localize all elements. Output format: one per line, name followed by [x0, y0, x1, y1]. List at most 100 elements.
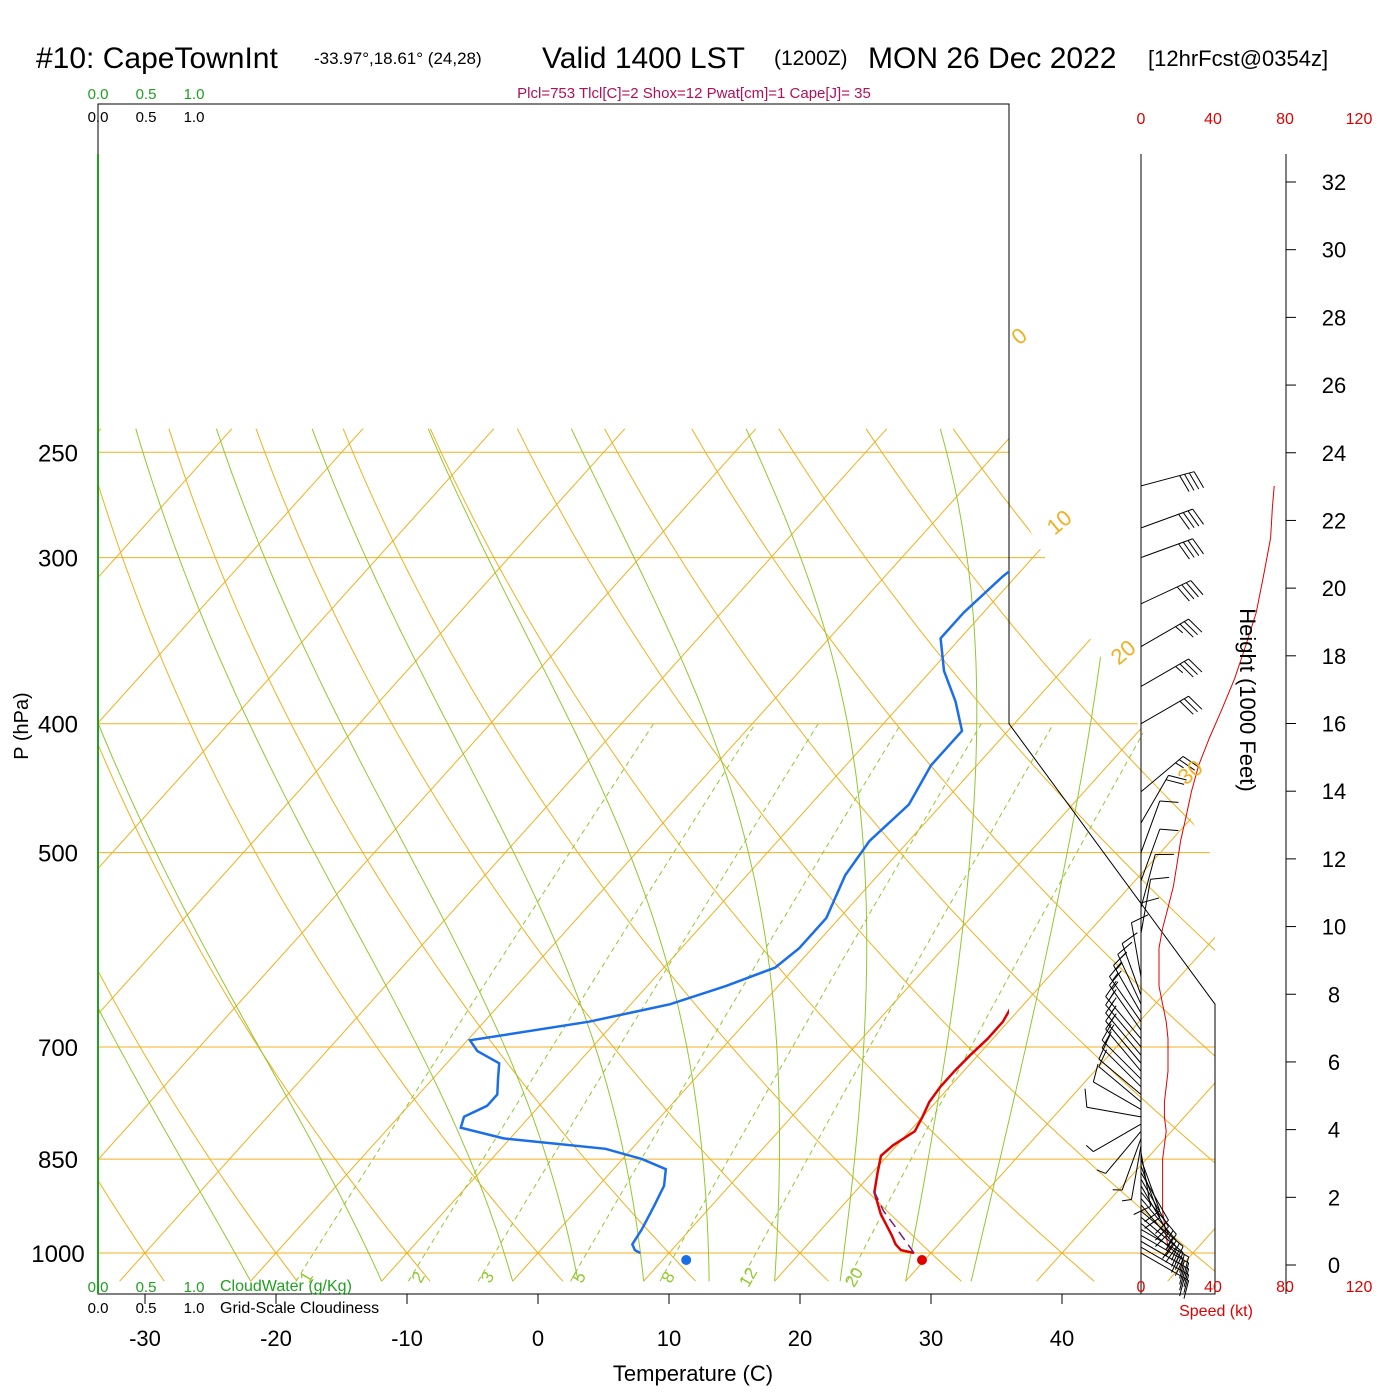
- cloud-water-tick-2: 1.0: [184, 86, 205, 103]
- dry-adiabat-120: [1127, 428, 1215, 1282]
- height-tick-label-28: 28: [1322, 305, 1346, 330]
- wind-barb: [1121, 1145, 1142, 1202]
- cloud-cover-tick-1-bottom: 0.5: [136, 1300, 157, 1317]
- sounding-profiles: [459, 569, 1009, 1265]
- isotherm--70: [98, 428, 364, 1282]
- height-tick-label-22: 22: [1322, 508, 1346, 533]
- wind-barb: [1121, 932, 1142, 996]
- dry-adiabat-40: [429, 428, 1095, 1282]
- dry-adiabat-0: [98, 428, 564, 1282]
- mixing-ratio-label-3: 3: [477, 1268, 498, 1286]
- x-tick-label--30: -30: [129, 1326, 161, 1351]
- isotherm--80: [98, 428, 233, 1282]
- mixing-ratio-12: [740, 723, 1054, 1282]
- moist-adiabat-10: [311, 428, 645, 1282]
- moist-adiabat-15: [427, 428, 710, 1282]
- height-tick-label-0: 0: [1328, 1253, 1340, 1278]
- moist-adiabat-0: [135, 428, 514, 1282]
- wind-barb: [1140, 1234, 1190, 1282]
- isotherm--30: [119, 428, 888, 1282]
- cloud-cover-tick-2: 1.0: [184, 109, 205, 126]
- p-tick-label-300: 300: [38, 546, 78, 573]
- wind-barb: [1117, 941, 1142, 1005]
- isotherm-30: [905, 428, 1215, 1282]
- isotherm-label-right-0: 0: [1006, 323, 1031, 350]
- dry-adiabat-30: [342, 428, 962, 1282]
- mixing-ratio-8: [659, 723, 982, 1282]
- dry-adiabat-80: [778, 428, 1215, 1282]
- dry-adiabat-70: [691, 428, 1215, 1282]
- height-tick-label-30: 30: [1322, 238, 1346, 263]
- speed-tick-bottom-80: 80: [1276, 1279, 1294, 1296]
- isotherm-60: [1299, 429, 1400, 1282]
- isotherm-40: [1036, 428, 1215, 1282]
- dry-adiabat-90: [865, 428, 1215, 1282]
- wind-barb: [1085, 1123, 1142, 1153]
- dry-adiabat-60: [604, 428, 1215, 1282]
- x-tick-label-20: 20: [788, 1326, 812, 1351]
- height-tick-label-26: 26: [1322, 373, 1346, 398]
- speed-tick-bottom-40: 40: [1204, 1279, 1222, 1296]
- dry-adiabat--30: [98, 428, 165, 1282]
- isotherm-20: [774, 428, 1215, 1282]
- p-tick-label-850: 850: [38, 1147, 78, 1174]
- surface-dewpoint-marker: [681, 1255, 692, 1265]
- x-tick-label-30: 30: [919, 1326, 943, 1351]
- wind-barb: [1140, 1165, 1161, 1229]
- speed-tick-top-80: 80: [1276, 111, 1294, 128]
- height-tick-label-24: 24: [1322, 441, 1346, 466]
- indices-line: Plcl=753 Tlcl[C]=2 Shox=12 Pwat[cm]=1 Ca…: [517, 85, 871, 102]
- p-tick-label-500: 500: [38, 841, 78, 868]
- x-tick-label-40: 40: [1050, 1326, 1074, 1351]
- utc-time: (1200Z): [774, 47, 848, 70]
- wind-barb: [1098, 1041, 1142, 1095]
- x-tick-label--10: -10: [391, 1326, 423, 1351]
- speed-tick-bottom-0: 0: [1137, 1279, 1146, 1296]
- moist-adiabat-20: [570, 428, 780, 1282]
- valid-date: MON 26 Dec 2022: [868, 42, 1116, 75]
- cloud-cover-tick-0: 0.0: [88, 109, 109, 126]
- dry-adiabat-20: [255, 428, 829, 1282]
- mixing-ratio-label-2: 2: [408, 1268, 429, 1286]
- dry-adiabat-50: [516, 428, 1215, 1282]
- isotherm-50: [1167, 428, 1215, 1282]
- wind-barb: [1140, 1198, 1177, 1257]
- cloud-water-tick-0: 0.0: [88, 86, 109, 103]
- wind-barb: [1098, 1049, 1142, 1103]
- wind-barb: [1140, 800, 1179, 853]
- mixing-ratio-label-5: 5: [569, 1268, 590, 1286]
- speed-tick-top-120: 120: [1346, 111, 1373, 128]
- dry-adiabat--40: [0, 429, 32, 1281]
- moist-adiabat-35: [970, 428, 1119, 1282]
- height-tick-label-14: 14: [1322, 779, 1346, 804]
- p-tick-label-400: 400: [38, 712, 78, 739]
- moist-adiabat--20: [98, 428, 252, 1282]
- isotherm--60: [98, 428, 495, 1282]
- wind-barb: [1140, 828, 1179, 881]
- station-coords: -33.97°,18.61° (24,28): [314, 49, 482, 68]
- cloud-water-label: CloudWater (g/Kg): [220, 1278, 352, 1295]
- isotherm--50: [98, 428, 626, 1282]
- dry-adiabat--10: [98, 428, 431, 1282]
- wind-barb: [1140, 756, 1199, 793]
- cloud-water-tick-2-bottom: 1.0: [184, 1279, 205, 1296]
- mixing-ratio-5: [570, 723, 902, 1282]
- isotherm-label-right-3: 30: [1173, 755, 1208, 790]
- wind-barb: [1140, 1204, 1177, 1263]
- mixing-ratio-label-12: 12: [735, 1264, 761, 1290]
- dry-adiabat-130: [1214, 428, 1215, 1282]
- mixing-ratio-label-8: 8: [658, 1268, 679, 1286]
- height-tick-label-6: 6: [1328, 1050, 1340, 1075]
- wind-barb: [1140, 538, 1204, 560]
- series-dewpoint: [459, 569, 1009, 1255]
- forecast-info: [12hrFcst@0354z]: [1148, 46, 1328, 71]
- dry-adiabat-10: [168, 428, 697, 1282]
- height-tick-label-2: 2: [1328, 1185, 1340, 1210]
- height-axis-title: Height (1000 Feet): [1235, 608, 1260, 791]
- plot-frame: [97, 103, 1216, 1295]
- y-axis-title: P (hPa): [11, 692, 33, 759]
- height-tick-label-8: 8: [1328, 982, 1340, 1007]
- axes: -30 -20 -10 0 10 20 30 40 250 300 400 500 700 850 1000: [31, 440, 1074, 1351]
- height-tick-label-32: 32: [1322, 170, 1346, 195]
- wind-barb: [1140, 774, 1187, 824]
